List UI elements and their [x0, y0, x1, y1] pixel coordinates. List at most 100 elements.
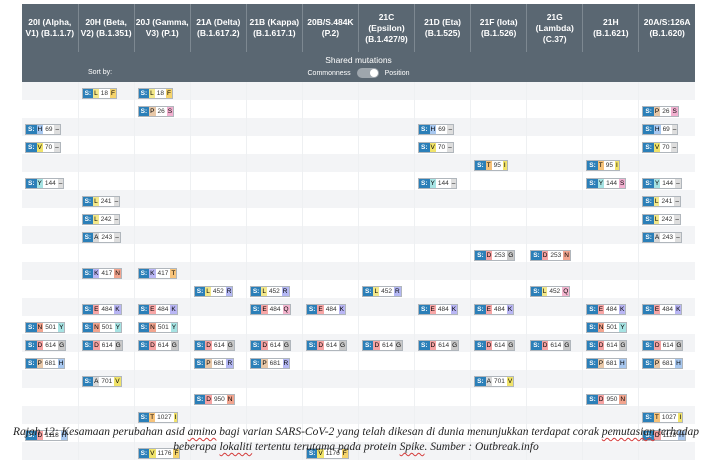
mutation-chip[interactable]: S: P 26 S	[642, 106, 679, 117]
mutation-chip[interactable]: S: L 452 R	[193, 286, 234, 297]
mutation-chip[interactable]: S: P 681 H	[642, 358, 683, 369]
variant-column-header[interactable]: 20J (Gamma, V3) (P.1)	[134, 4, 191, 52]
mutation-chip[interactable]: S: Y 144–	[418, 178, 458, 189]
mutation-cell[interactable]: S: D 614 G	[638, 334, 695, 352]
mutation-cell[interactable]: S: L 452 Q	[526, 280, 584, 298]
mutation-cell[interactable]: S: Y 144–	[414, 172, 472, 190]
mutation-chip[interactable]: S: E 484 K	[137, 304, 178, 315]
mutation-chip[interactable]: S: L 241–	[642, 196, 681, 207]
mutation-cell[interactable]: S: D 614 G	[358, 334, 416, 352]
mutation-cell[interactable]: S: L 241–	[638, 190, 695, 208]
mutation-chip[interactable]: S: D 614 G	[474, 340, 516, 351]
sort-toggle-switch[interactable]	[356, 68, 379, 78]
mutation-cell[interactable]: S: P 681 H	[638, 352, 695, 370]
mutation-cell[interactable]: S: N 501 Y	[78, 316, 135, 334]
mutation-chip[interactable]: S: A 701 V	[81, 376, 122, 387]
mutation-cell[interactable]: S: L 242–	[78, 208, 135, 226]
mutation-chip[interactable]: S: A 243–	[642, 232, 682, 243]
mutation-cell[interactable]: S: L 452 R	[246, 280, 303, 298]
mutation-chip[interactable]: S: P 681 H	[586, 358, 627, 369]
mutation-chip[interactable]: S: N 501 Y	[586, 322, 627, 333]
mutation-cell[interactable]: S: L 18 F	[78, 82, 135, 100]
mutation-cell[interactable]: S: H 69–	[638, 118, 695, 136]
mutation-cell[interactable]: S: D 614 G	[134, 334, 191, 352]
mutation-cell[interactable]: S: E 484 K	[134, 298, 191, 316]
mutation-cell[interactable]: S: E 484 K	[414, 298, 472, 316]
mutation-cell[interactable]: S: D 253 N	[526, 244, 584, 262]
mutation-cell[interactable]: S: D 1118 H	[638, 424, 695, 442]
mutation-chip[interactable]: S: V 1176 F	[305, 448, 349, 459]
mutation-chip[interactable]: S: V 70–	[642, 142, 679, 153]
mutation-chip[interactable]: S: L 452 R	[249, 286, 290, 297]
mutation-cell[interactable]: S: E 484 K	[582, 298, 640, 316]
mutation-chip[interactable]: S: D 614 G	[193, 340, 235, 351]
variant-column-header[interactable]: 21A (Delta) (B.1.617.2)	[190, 4, 247, 52]
mutation-cell[interactable]: S: D 614 G	[414, 334, 472, 352]
mutation-chip[interactable]: S: P 681 R	[193, 358, 235, 369]
variant-column-header[interactable]: 21D (Eta) (B.1.525)	[414, 4, 472, 52]
mutation-cell[interactable]: S: A 243–	[638, 226, 695, 244]
mutation-chip[interactable]: S: E 484 K	[418, 304, 459, 315]
mutation-chip[interactable]: S: L 18 F	[81, 88, 117, 99]
mutation-chip[interactable]: S: N 501 Y	[25, 322, 66, 333]
mutation-cell[interactable]: S: Y 144 S	[582, 172, 640, 190]
variant-column-header[interactable]: 21B (Kappa) (B.1.617.1)	[246, 4, 303, 52]
mutation-cell[interactable]: S: D 614 G	[526, 334, 584, 352]
mutation-cell[interactable]: S: A 243–	[78, 226, 135, 244]
mutation-chip[interactable]: S: E 484 K	[305, 304, 346, 315]
variant-column-header[interactable]: 21C (Epsilon) (B.1.427/9)	[358, 4, 416, 52]
mutation-cell[interactable]: S: L 452 R	[190, 280, 247, 298]
mutation-cell[interactable]: S: E 484 K	[302, 298, 359, 316]
mutation-cell[interactable]: S: D 1118 H	[22, 424, 79, 442]
mutation-chip[interactable]: S: D 253 N	[530, 250, 571, 261]
mutation-chip[interactable]: S: V 70–	[418, 142, 454, 153]
mutation-cell[interactable]: S: D 950 N	[190, 388, 247, 406]
mutation-chip[interactable]: S: L 242–	[81, 214, 121, 225]
mutation-chip[interactable]: S: V 70–	[25, 142, 61, 153]
mutation-cell[interactable]: S: Y 144–	[22, 172, 79, 190]
mutation-chip[interactable]: S: L 241–	[81, 196, 121, 207]
mutation-chip[interactable]: S: L 18 F	[137, 88, 173, 99]
mutation-cell[interactable]: S: D 614 G	[78, 334, 135, 352]
commonness-option[interactable]: Commonness	[307, 69, 351, 77]
mutation-chip[interactable]: S: D 614 G	[137, 340, 179, 351]
mutation-cell[interactable]: S: L 241–	[78, 190, 135, 208]
mutation-cell[interactable]: S: H 69–	[414, 118, 472, 136]
mutation-chip[interactable]: S: D 614 G	[418, 340, 460, 351]
variant-column-header[interactable]: 21G (Lambda) (C.37)	[526, 4, 584, 52]
mutation-chip[interactable]: S: Y 144–	[25, 178, 65, 189]
mutation-chip[interactable]: S: D 614 G	[530, 340, 572, 351]
mutation-chip[interactable]: S: L 242–	[642, 214, 681, 225]
mutation-cell[interactable]: S: H 69–	[22, 118, 79, 136]
mutation-chip[interactable]: S: D 614 G	[25, 340, 67, 351]
mutation-cell[interactable]: S: D 614 G	[190, 334, 247, 352]
variant-column-header[interactable]: 20A/S:126A (B.1.620)	[638, 4, 695, 52]
mutation-cell[interactable]: S: V 70–	[22, 136, 79, 154]
mutation-cell[interactable]: S: T 1027 I	[134, 406, 191, 424]
mutation-chip[interactable]: S: T 95 I	[474, 160, 508, 171]
mutation-cell[interactable]: S: N 501 Y	[134, 316, 191, 334]
mutation-chip[interactable]: S: E 484 K	[474, 304, 515, 315]
mutation-chip[interactable]: S: D 950 N	[586, 394, 628, 405]
mutation-cell[interactable]: S: N 501 Y	[22, 316, 79, 334]
mutation-chip[interactable]: S: V 1176 F	[137, 448, 181, 459]
mutation-chip[interactable]: S: K 417 N	[81, 268, 122, 279]
mutation-chip[interactable]: S: T 1027 I	[642, 412, 684, 423]
mutation-cell[interactable]: S: E 484 K	[470, 298, 528, 316]
mutation-cell[interactable]: S: V 1176 F	[134, 442, 191, 460]
mutation-cell[interactable]: S: D 950 N	[582, 388, 640, 406]
mutation-cell[interactable]: S: D 614 G	[246, 334, 303, 352]
mutation-chip[interactable]: S: P 681 R	[249, 358, 291, 369]
mutation-cell[interactable]: S: E 484 K	[638, 298, 695, 316]
variant-column-header[interactable]: 20I (Alpha, V1) (B.1.1.7)	[22, 4, 79, 52]
mutation-cell[interactable]: S: Y 144–	[638, 172, 695, 190]
mutation-cell[interactable]: S: D 614 G	[470, 334, 528, 352]
mutation-chip[interactable]: S: E 484 K	[586, 304, 627, 315]
mutation-chip[interactable]: S: H 69–	[642, 124, 679, 135]
mutation-cell[interactable]: S: L 18 F	[134, 82, 191, 100]
variant-column-header[interactable]: 21H (B.1.621)	[582, 4, 640, 52]
mutation-chip[interactable]: S: T 95 I	[586, 160, 620, 171]
mutation-cell[interactable]: S: K 417 N	[78, 262, 135, 280]
mutation-chip[interactable]: S: P 681 H	[25, 358, 66, 369]
mutation-chip[interactable]: S: N 501 Y	[81, 322, 122, 333]
